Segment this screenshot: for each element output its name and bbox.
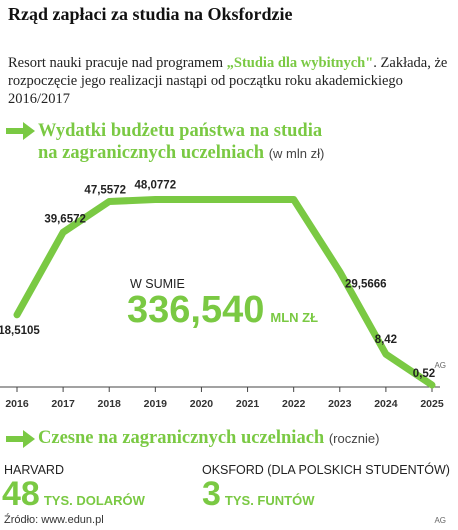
oxford-fee-unit: TYS. FUNTÓW (224, 493, 315, 508)
expenses-line (13, 196, 436, 389)
chart-credit: AG (434, 361, 446, 370)
x-tick-label: 2019 (144, 398, 168, 410)
expenses-heading: Wydatki budżetu państwa na studia na zagr… (38, 120, 324, 165)
lead-paragraph: Resort nauki pracuje nad programem „Stud… (8, 54, 453, 108)
source-note: Źródło: www.edun.pl (4, 514, 104, 526)
expenses-heading-line1: Wydatki budżetu państwa na studia (38, 121, 323, 141)
lead-text-end: . Zakłada, że rozpoczęcie jego realizacj… (8, 55, 448, 107)
x-tick-label: 2025 (420, 398, 444, 410)
tuition-heading-text: Czesne na zagranicznych uczelniach (38, 428, 325, 448)
oxford-label: OKSFORD (DLA POLSKICH STUDENTÓW) (202, 463, 450, 477)
x-axis-labels: 2016 2017 2018 2019 2020 2021 2022 2023 2024 2025 (5, 398, 444, 410)
tuition-heading: Czesne na zagranicznych uczelniach (rocz… (38, 428, 379, 449)
x-axis-ticks (16, 387, 433, 392)
article-title: Rząd zapłaci za studia na Oksfordzie (8, 4, 293, 24)
oxford-fee-value: 3 (202, 475, 221, 513)
harvard-label: HARVARD (4, 463, 64, 477)
data-labels: 18,5105 39,6572 47,5572 48,0772 29,5666 8,42 0… (0, 179, 435, 379)
x-tick-label: 2023 (328, 398, 352, 410)
tuition-unit: (rocznie) (328, 431, 380, 446)
total-number: 336,540 (127, 289, 264, 331)
expenses-unit: (w mln zł) (268, 146, 325, 161)
data-label: 8,42 (375, 334, 397, 346)
oxford-fee: 3 TYS. FUNTÓW (202, 476, 314, 512)
data-label: 47,5572 (84, 185, 126, 197)
harvard-fee-unit: TYS. DOLARÓW (43, 493, 145, 508)
total-value: 336,540 MLN ZŁ (127, 289, 318, 331)
x-tick-label: 2018 (98, 398, 122, 410)
x-tick-label: 2016 (5, 398, 29, 410)
footer-credit: AG (434, 516, 446, 525)
expenses-chart: 18,5105 39,6572 47,5572 48,0772 29,5666 8,42 0… (0, 179, 444, 410)
x-tick-label: 2017 (51, 398, 75, 410)
x-tick-label: 2021 (236, 398, 260, 410)
green-arrow-icon (6, 122, 35, 140)
lead-text-start: Resort nauki pracuje nad programem (8, 55, 227, 71)
data-label: 48,0772 (135, 179, 177, 191)
total-label: W SUMIE (130, 277, 185, 291)
data-label: 39,6572 (44, 213, 86, 225)
program-name: „Studia dla wybitnych" (226, 55, 374, 71)
harvard-fee: 48 TYS. DOLARÓW (2, 476, 145, 512)
x-tick-label: 2022 (282, 398, 306, 410)
total-unit: MLN ZŁ (270, 310, 318, 325)
data-label: 0,52 (413, 368, 435, 380)
harvard-fee-value: 48 (2, 475, 40, 513)
expenses-heading-line2: na zagranicznych uczelniach (38, 143, 265, 163)
x-tick-label: 2020 (190, 398, 214, 410)
data-label: 29,5666 (345, 279, 387, 291)
green-arrow-icon (6, 430, 35, 448)
data-label: 18,5105 (0, 325, 40, 337)
x-tick-label: 2024 (374, 398, 398, 410)
